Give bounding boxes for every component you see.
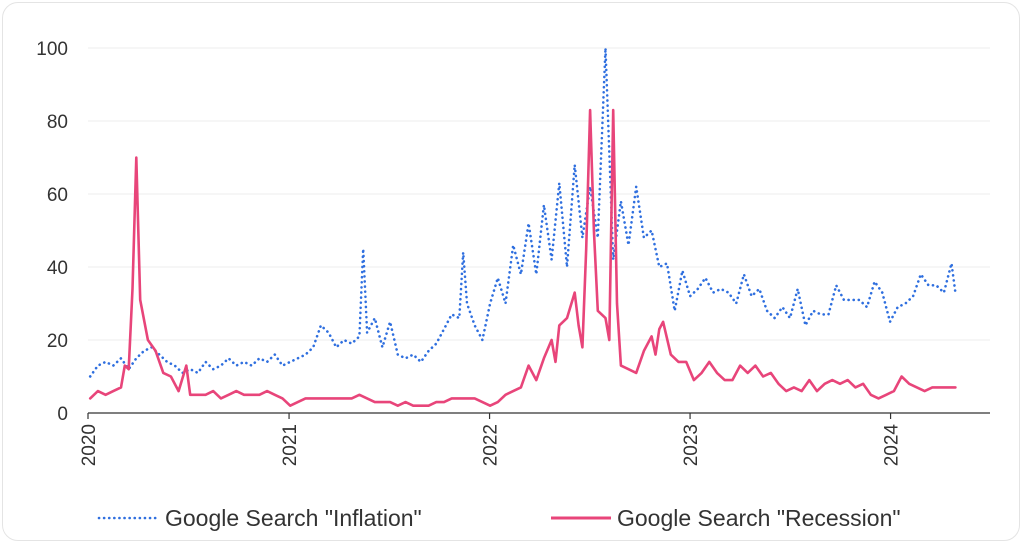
x-tick-label: 2023 bbox=[681, 424, 702, 466]
legend-label-inflation: Google Search "Inflation" bbox=[165, 505, 422, 531]
y-tick-label: 20 bbox=[47, 331, 68, 352]
y-tick-label: 80 bbox=[47, 112, 68, 133]
x-tick-label: 2024 bbox=[882, 424, 903, 467]
series-lines bbox=[88, 46, 957, 407]
axes: 0 20 40 60 80 100 2020 2021 2022 2023 2024 bbox=[36, 39, 990, 466]
legend-label-recession: Google Search "Recession" bbox=[617, 505, 901, 531]
gridlines bbox=[88, 47, 990, 341]
x-tick-label: 2022 bbox=[481, 424, 502, 466]
y-tick-label: 0 bbox=[57, 404, 68, 425]
series-line-inflation bbox=[88, 46, 957, 378]
y-tick-label: 40 bbox=[47, 258, 68, 279]
y-tick-label: 60 bbox=[47, 185, 68, 206]
x-tick-label: 2021 bbox=[280, 424, 301, 466]
x-tick-label: 2020 bbox=[79, 424, 100, 466]
legend: Google Search "Inflation" Google Search … bbox=[97, 505, 901, 531]
y-tick-label: 100 bbox=[36, 39, 68, 60]
series-line-recession bbox=[88, 108, 957, 407]
